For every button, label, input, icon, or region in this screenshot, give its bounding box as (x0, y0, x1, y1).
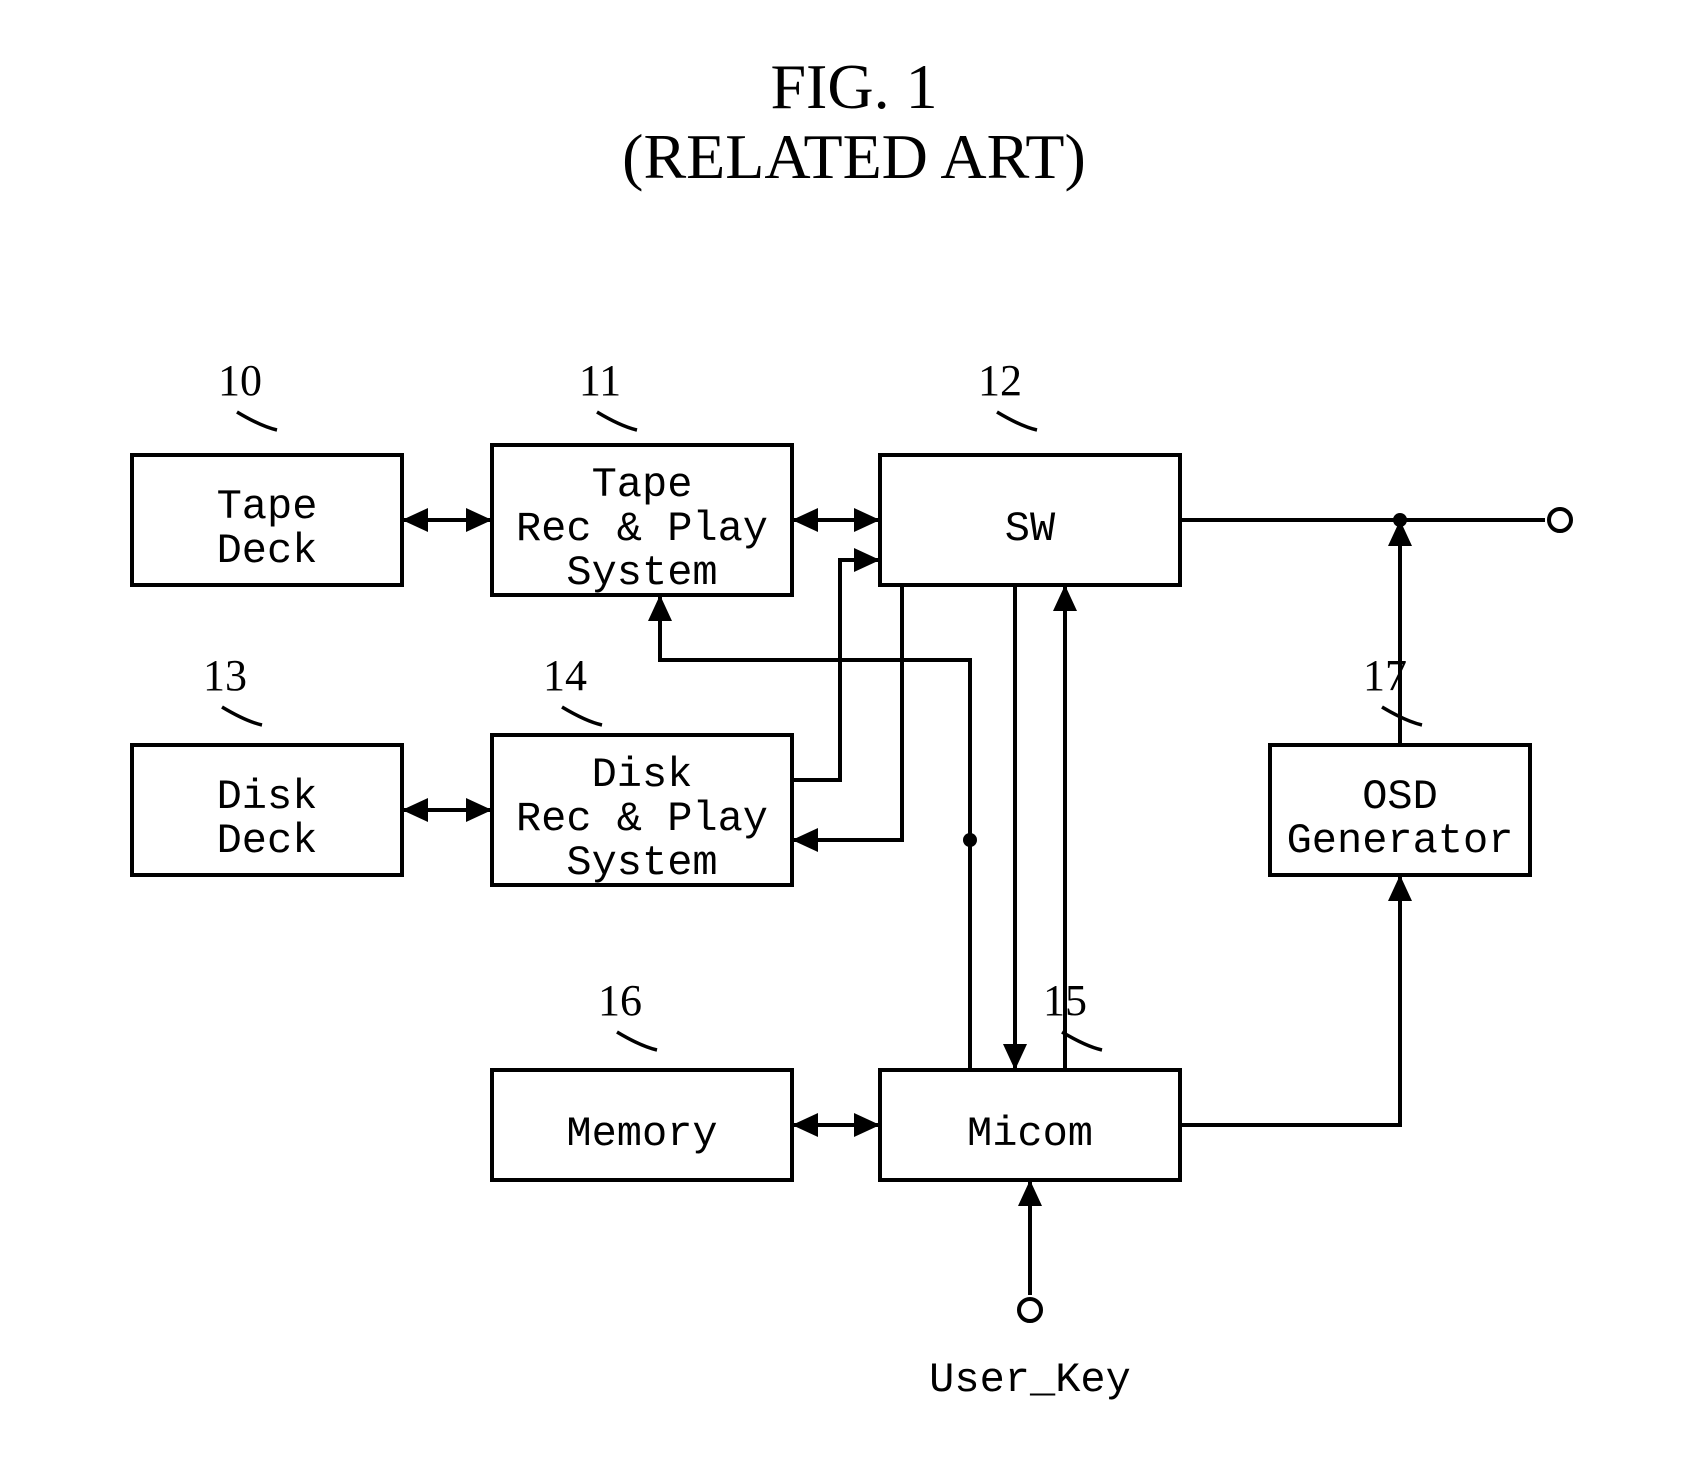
junction-micom-to-disksys (963, 833, 977, 847)
canvas-bg (0, 0, 1708, 1461)
block-disk_deck-label-1: Deck (217, 817, 318, 865)
block-tape_deck-label-0: Tape (217, 483, 318, 531)
ref-disk_deck: 13 (203, 651, 247, 700)
ref-tape_deck: 10 (218, 356, 262, 405)
block-disk_sys-label-2: System (566, 839, 717, 887)
user-key-label: User_Key (929, 1356, 1131, 1404)
output-terminal (1549, 509, 1571, 531)
block-diagram: FIG. 1(RELATED ART)TapeDeckTapeRec & Pla… (0, 0, 1708, 1461)
block-tape_sys-label-0: Tape (592, 461, 693, 509)
block-osd-label-0: OSD (1362, 773, 1438, 821)
block-memory: Memory (492, 1070, 792, 1180)
block-disk_sys-label-1: Rec & Play (516, 795, 768, 843)
block-disk_deck-label-0: Disk (217, 773, 318, 821)
block-micom-label-0: Micom (967, 1110, 1093, 1158)
figure-title-line1: FIG. 1 (770, 51, 937, 122)
block-osd-label-1: Generator (1287, 817, 1514, 865)
block-tape_deck-label-1: Deck (217, 527, 318, 575)
ref-micom: 15 (1043, 976, 1087, 1025)
ref-osd: 17 (1363, 651, 1407, 700)
block-tape_sys: TapeRec & PlaySystem (492, 445, 792, 597)
block-disk_deck: DiskDeck (132, 745, 402, 875)
ref-sw: 12 (978, 356, 1022, 405)
ref-disk_sys: 14 (543, 651, 587, 700)
block-tape_deck: TapeDeck (132, 455, 402, 585)
block-memory-label-0: Memory (566, 1110, 717, 1158)
figure-title-line2: (RELATED ART) (622, 121, 1086, 192)
block-micom: Micom (880, 1070, 1180, 1180)
junction-output-osd (1393, 513, 1407, 527)
block-sw-label-0: SW (1005, 505, 1056, 553)
block-sw: SW (880, 455, 1180, 585)
block-tape_sys-label-1: Rec & Play (516, 505, 768, 553)
userkey-terminal (1019, 1299, 1041, 1321)
block-tape_sys-label-2: System (566, 549, 717, 597)
block-osd: OSDGenerator (1270, 745, 1530, 875)
ref-memory: 16 (598, 976, 642, 1025)
block-disk_sys: DiskRec & PlaySystem (492, 735, 792, 887)
block-disk_sys-label-0: Disk (592, 751, 693, 799)
ref-tape_sys: 11 (579, 356, 621, 405)
